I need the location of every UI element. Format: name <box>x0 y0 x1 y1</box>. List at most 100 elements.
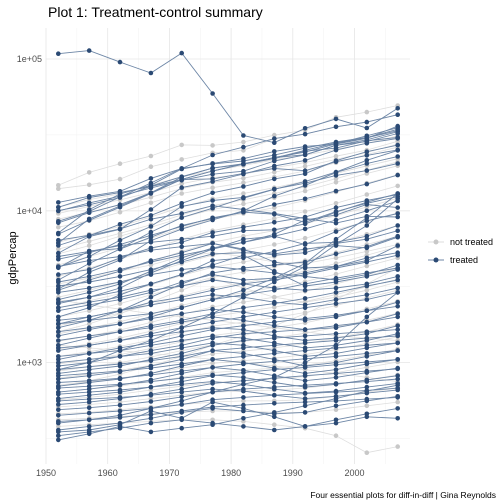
data-point <box>395 123 401 129</box>
data-point <box>179 329 184 335</box>
data-point <box>272 329 277 335</box>
data-point <box>333 217 339 223</box>
data-point <box>148 287 154 293</box>
data-point <box>241 252 246 258</box>
caption: Four essential plots for diff-in-diff | … <box>310 490 496 500</box>
data-point <box>56 279 61 285</box>
data-point <box>210 422 215 428</box>
data-point <box>179 252 184 258</box>
data-point <box>364 388 370 394</box>
x-tick-label: 2000 <box>344 468 364 478</box>
data-point <box>86 343 92 348</box>
series-line <box>58 287 398 321</box>
series-line <box>58 200 398 283</box>
data-point <box>272 422 277 428</box>
x-tick-label: 1990 <box>283 468 303 478</box>
series-line <box>58 235 398 318</box>
data-point <box>86 417 92 423</box>
data-point <box>364 136 370 141</box>
data-point <box>241 246 246 252</box>
data-point <box>179 319 184 325</box>
data-point <box>179 259 184 265</box>
series-line <box>58 277 398 333</box>
data-point <box>86 405 92 411</box>
data-point <box>117 413 123 418</box>
data-point <box>117 231 123 236</box>
data-point <box>302 241 308 246</box>
series-line <box>58 384 398 441</box>
data-point <box>302 391 308 396</box>
series-line <box>58 342 398 364</box>
data-point <box>272 275 277 281</box>
data-point <box>395 214 401 220</box>
series-line <box>58 158 398 243</box>
data-point <box>241 180 246 186</box>
data-point <box>302 274 308 279</box>
data-point <box>364 292 370 298</box>
data-point <box>272 359 277 364</box>
data-point <box>117 242 123 247</box>
data-point <box>395 277 401 283</box>
data-point <box>56 183 61 188</box>
data-point <box>210 297 215 302</box>
data-point <box>272 259 277 265</box>
data-point <box>272 367 277 372</box>
data-point <box>333 371 339 376</box>
data-point <box>210 262 215 268</box>
data-point <box>56 205 61 210</box>
data-point <box>302 246 308 252</box>
data-point <box>117 314 123 320</box>
data-point <box>56 290 61 295</box>
data-point <box>395 416 401 421</box>
data-point <box>364 233 370 239</box>
series-line <box>58 368 398 405</box>
data-point <box>364 398 370 404</box>
data-point <box>302 164 308 169</box>
data-point <box>210 306 215 312</box>
series-line <box>58 387 398 416</box>
data-point <box>56 314 61 320</box>
data-point <box>333 212 339 218</box>
data-point <box>241 139 246 145</box>
data-point <box>333 158 339 163</box>
data-point <box>148 420 154 426</box>
data-point <box>272 242 277 247</box>
series-line <box>58 301 398 365</box>
data-point <box>210 272 215 277</box>
data-point <box>56 200 61 205</box>
x-tick-label: 1960 <box>98 468 118 478</box>
data-point <box>86 299 92 305</box>
data-point <box>395 205 401 210</box>
data-point <box>148 379 154 384</box>
data-point <box>148 320 154 325</box>
data-point <box>241 318 246 323</box>
data-point <box>210 176 215 182</box>
data-point <box>179 314 184 320</box>
data-point <box>364 201 370 206</box>
data-point <box>272 227 277 233</box>
data-point <box>333 205 339 210</box>
data-point <box>272 169 277 175</box>
data-point <box>56 246 61 252</box>
data-point <box>56 283 61 289</box>
series-line <box>58 246 398 327</box>
data-point <box>179 375 184 381</box>
data-point <box>86 195 92 200</box>
data-point <box>364 181 370 187</box>
data-point <box>241 305 246 311</box>
data-point <box>56 305 61 311</box>
data-point <box>148 240 154 245</box>
data-point <box>179 389 184 395</box>
data-point <box>272 149 277 154</box>
series-line <box>58 305 398 360</box>
legend-key-point <box>433 257 439 263</box>
data-point <box>56 51 61 56</box>
data-point <box>272 392 277 398</box>
data-point <box>56 186 61 191</box>
data-point <box>395 340 401 346</box>
data-point <box>364 109 370 115</box>
data-point <box>272 410 277 415</box>
data-point <box>272 216 277 221</box>
data-point <box>56 208 61 213</box>
data-point <box>272 233 277 239</box>
